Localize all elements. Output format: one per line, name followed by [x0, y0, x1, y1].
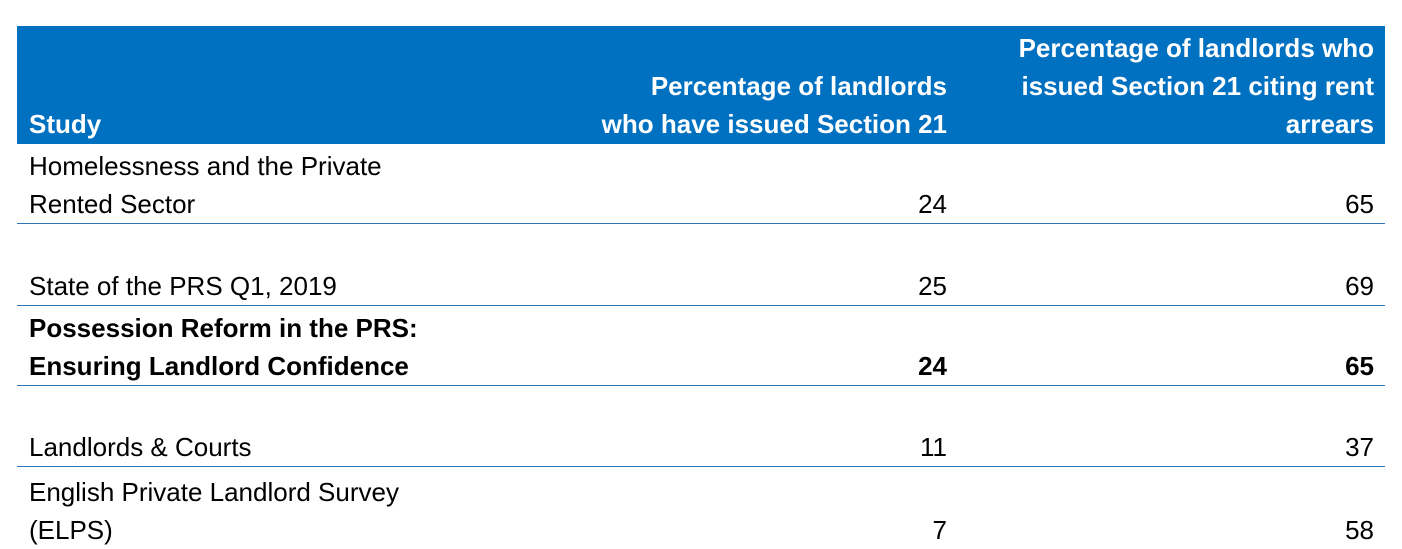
issued-value: 11: [920, 432, 947, 462]
issued-cell: 24: [592, 144, 947, 223]
table-header-row: Study Percentage of landlords who have i…: [17, 26, 1385, 144]
issued-cell: 11: [592, 386, 947, 466]
rent-arrears-value: 58: [1345, 515, 1374, 545]
rent-arrears-cell: 37: [947, 386, 1385, 466]
study-name: Landlords & Courts: [29, 432, 252, 462]
header-issued-label: Percentage of landlords who have issued …: [601, 71, 947, 139]
study-cell: Possession Reform in the PRS: Ensuring L…: [17, 306, 592, 385]
study-cell: Homelessness and the Private Rented Sect…: [17, 144, 592, 223]
issued-cell: 7: [592, 467, 947, 549]
table-row: Homelessness and the Private Rented Sect…: [17, 144, 1385, 224]
header-study-label: Study: [29, 109, 102, 139]
issued-value: 24: [918, 351, 947, 381]
rent-arrears-cell: 58: [947, 467, 1385, 549]
table-row: State of the PRS Q1, 2019 25 69: [17, 224, 1385, 305]
study-cell: State of the PRS Q1, 2019: [17, 224, 592, 305]
study-cell: English Private Landlord Survey (ELPS): [17, 467, 592, 549]
issued-value: 25: [918, 271, 947, 301]
header-study: Study: [17, 26, 592, 144]
rent-arrears-cell: 65: [947, 144, 1385, 223]
section-21-studies-table: Study Percentage of landlords who have i…: [17, 26, 1385, 549]
rent-arrears-value: 65: [1345, 189, 1374, 219]
table-row: English Private Landlord Survey (ELPS) 7…: [17, 467, 1385, 549]
study-name: State of the PRS Q1, 2019: [29, 271, 337, 301]
study-name: Homelessness and the Private Rented Sect…: [29, 151, 382, 219]
rent-arrears-cell: 65: [947, 306, 1385, 385]
rent-arrears-value: 37: [1345, 432, 1374, 462]
header-rent-arrears: Percentage of landlords who issued Secti…: [947, 26, 1385, 144]
rent-arrears-value: 69: [1345, 271, 1374, 301]
rent-arrears-value: 65: [1345, 351, 1374, 381]
issued-value: 7: [932, 515, 947, 545]
rent-arrears-cell: 69: [947, 224, 1385, 305]
issued-value: 24: [918, 189, 947, 219]
study-name: English Private Landlord Survey (ELPS): [29, 477, 399, 545]
issued-cell: 24: [592, 306, 947, 385]
study-name: Possession Reform in the PRS: Ensuring L…: [29, 313, 418, 381]
header-issued-section-21: Percentage of landlords who have issued …: [592, 26, 947, 144]
issued-cell: 25: [592, 224, 947, 305]
table-row: Possession Reform in the PRS: Ensuring L…: [17, 305, 1385, 386]
header-rent-arrears-label: Percentage of landlords who issued Secti…: [1018, 33, 1374, 139]
study-cell: Landlords & Courts: [17, 386, 592, 466]
table-row: Landlords & Courts 11 37: [17, 386, 1385, 467]
